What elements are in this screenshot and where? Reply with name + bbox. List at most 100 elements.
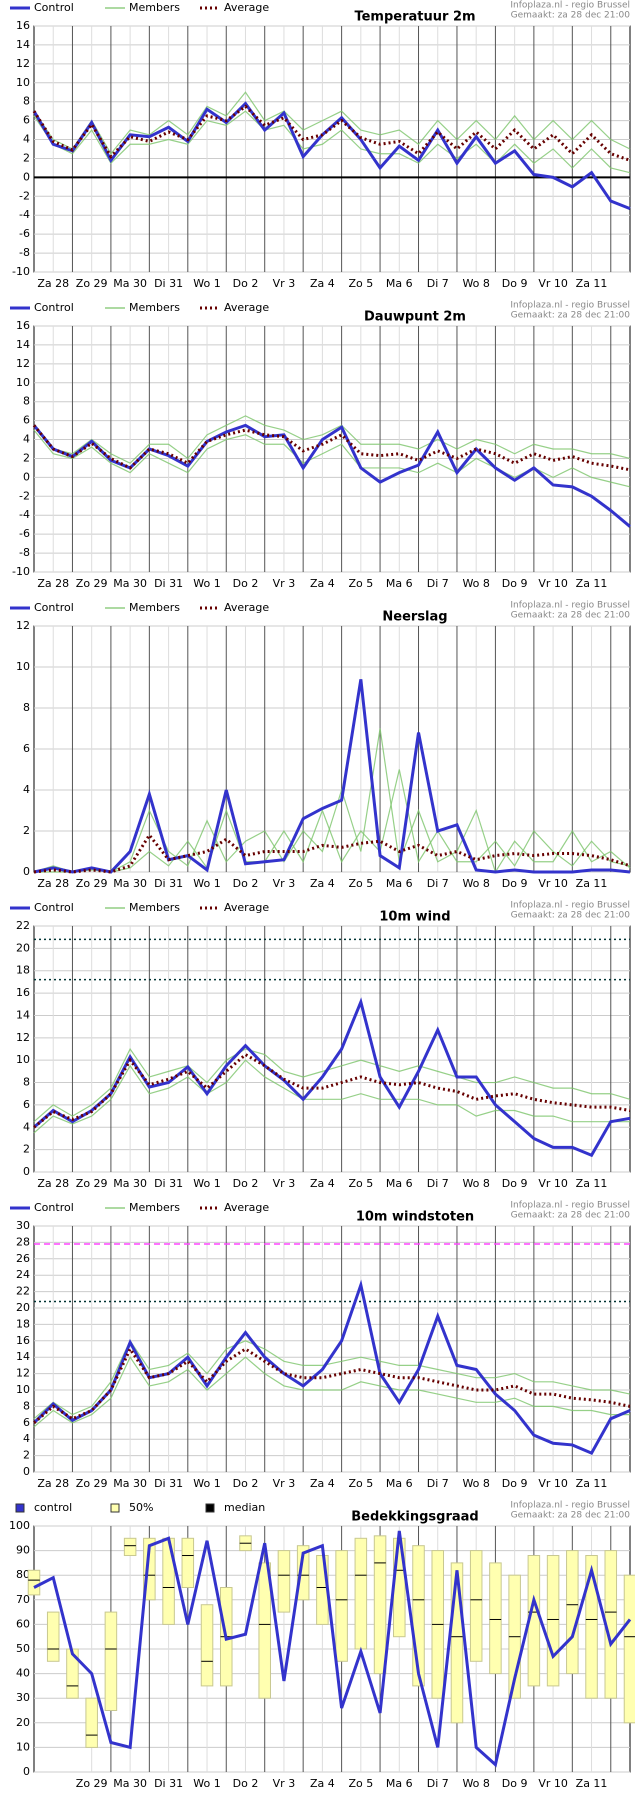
average-line: [33, 832, 631, 874]
x-tick-label: Ma 6: [386, 277, 413, 290]
legend-label: control: [34, 1501, 72, 1514]
legend-label: Average: [224, 1, 269, 14]
x-tick-label: Zo 29: [76, 877, 108, 890]
box: [489, 1562, 502, 1675]
chart-title: 10m windstoten: [356, 1210, 474, 1225]
box: [27, 1569, 41, 1596]
y-tick-label: 12: [16, 1031, 30, 1044]
y-tick-label: 0: [23, 1165, 30, 1178]
box: [85, 1697, 98, 1748]
average-line: [32, 424, 631, 472]
average-line: [33, 1052, 631, 1129]
x-tick-label: Vr 3: [273, 1777, 296, 1790]
x-tick-label: Ma 6: [386, 577, 413, 590]
box: [335, 1550, 348, 1662]
member-line: [33, 728, 631, 874]
x-tick-label: Di 31: [154, 877, 183, 890]
y-tick-label: 8: [23, 1076, 30, 1089]
box: [46, 1611, 60, 1662]
x-tick-label: Do 9: [502, 1777, 528, 1790]
y-tick-label: 60: [16, 1617, 30, 1630]
box: [546, 1555, 560, 1687]
y-tick-label: 8: [23, 1399, 30, 1412]
x-tick-label: Do 2: [233, 277, 259, 290]
x-tick-label: Di 7: [427, 1177, 449, 1190]
legend-label: Average: [224, 601, 269, 614]
member-line: [33, 1059, 630, 1134]
x-tick-label: Ma 30: [113, 877, 147, 890]
y-tick-label: -4: [19, 508, 30, 521]
created: Gemaakt: za 28 dec 21:00: [511, 911, 631, 921]
y-tick-label: 16: [16, 1334, 30, 1347]
x-tick-label: Wo 1: [193, 877, 220, 890]
x-tick-label: Za 11: [576, 277, 608, 290]
x-tick-label: Do 9: [502, 1177, 528, 1190]
box: [450, 1562, 464, 1724]
box: [373, 1535, 387, 1675]
x-tick-label: Za 11: [576, 1177, 608, 1190]
box: [623, 1574, 635, 1724]
x-tick-label: Vr 3: [273, 277, 296, 290]
x-tick-label: Ma 30: [113, 577, 147, 590]
average-line: [33, 1345, 631, 1424]
x-tick-label: Za 4: [310, 1777, 335, 1790]
legend-label: Members: [129, 1201, 180, 1214]
chart-title: Bedekkingsgraad: [351, 1510, 478, 1525]
x-tick-label: Do 9: [502, 577, 528, 590]
box: [412, 1545, 425, 1687]
created: Gemaakt: za 28 dec 21:00: [511, 311, 631, 321]
box: [143, 1537, 156, 1601]
legend-label: 50%: [129, 1501, 153, 1514]
x-tick-label: Vr 3: [273, 877, 296, 890]
chart-title: 10m wind: [379, 910, 450, 925]
x-tick-label: Vr 10: [538, 1477, 568, 1490]
y-tick-label: 10: [16, 376, 30, 389]
member-line: [33, 1355, 630, 1428]
legend-label: Control: [34, 1201, 74, 1214]
legend-label: Members: [129, 601, 180, 614]
legend-swatch: [110, 1503, 120, 1513]
x-tick-label: Di 7: [427, 577, 449, 590]
x-tick-label: Wo 8: [462, 277, 489, 290]
x-tick-label: Wo 8: [462, 877, 489, 890]
x-tick-label: Wo 1: [193, 1177, 220, 1190]
y-tick-label: -6: [19, 527, 30, 540]
chart-title: Dauwpunt 2m: [364, 310, 466, 325]
control-line: [32, 101, 631, 211]
member-line: [33, 1047, 631, 1123]
box: [585, 1555, 598, 1699]
x-tick-label: Ma 6: [386, 1177, 413, 1190]
x-tick-label: Zo 29: [76, 1177, 108, 1190]
chart-title: Temperatuur 2m: [354, 10, 475, 25]
y-tick-label: 6: [23, 414, 30, 427]
x-tick-label: Ma 30: [113, 1177, 147, 1190]
x-tick-label: Di 31: [154, 277, 183, 290]
x-tick-label: Za 28: [37, 1177, 69, 1190]
x-tick-label: Zo 29: [76, 277, 108, 290]
x-tick-label: Za 28: [37, 577, 69, 590]
chart-title: Neerslag: [382, 610, 447, 625]
y-tick-label: 40: [16, 1667, 30, 1680]
box: [258, 1562, 271, 1699]
box: [469, 1550, 483, 1662]
source: Infoplaza.nl - regio Brussel: [510, 1501, 630, 1511]
box: [181, 1537, 195, 1588]
x-tick-label: Za 4: [310, 277, 335, 290]
member-line: [33, 110, 631, 174]
box: [296, 1545, 310, 1601]
box: [354, 1537, 368, 1650]
y-tick-label: 14: [16, 1008, 30, 1021]
x-tick-label: Za 4: [310, 877, 335, 890]
x-tick-label: Di 31: [154, 1477, 183, 1490]
x-tick-label: Za 4: [310, 1177, 335, 1190]
legend-label: Members: [129, 301, 180, 314]
x-tick-label: Za 4: [310, 577, 335, 590]
y-tick-label: 8: [23, 95, 30, 108]
y-tick-label: 20: [16, 941, 30, 954]
x-tick-label: Ma 6: [386, 877, 413, 890]
y-tick-label: 22: [16, 919, 30, 932]
legend-label: median: [224, 1501, 265, 1514]
